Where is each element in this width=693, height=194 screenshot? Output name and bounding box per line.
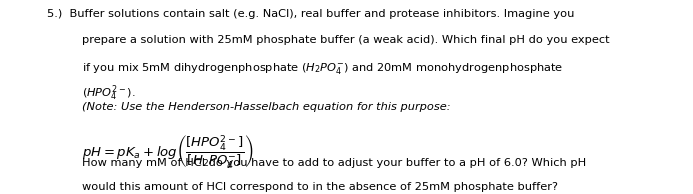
Text: $pH = pK_a + log\left(\dfrac{[HPO_4^{2-}]}{[H_2PO_4^{-}]}\right)$: $pH = pK_a + log\left(\dfrac{[HPO_4^{2-}… <box>82 134 254 171</box>
Text: How many mM of HCl do you have to add to adjust your buffer to a pH of 6.0? Whic: How many mM of HCl do you have to add to… <box>82 158 586 168</box>
Text: 5.)  Buffer solutions contain salt (e.g. NaCl), real buffer and protease inhibit: 5.) Buffer solutions contain salt (e.g. … <box>47 9 574 19</box>
Text: would this amount of HCl correspond to in the absence of 25mM phosphate buffer?: would this amount of HCl correspond to i… <box>82 182 558 192</box>
Text: (Note: Use the Henderson-Hasselbach equation for this purpose:: (Note: Use the Henderson-Hasselbach equa… <box>82 102 450 112</box>
Text: ($HPO_4^{2-}$).: ($HPO_4^{2-}$). <box>82 84 135 103</box>
Text: if you mix 5mM dihydrogenphosphate ($H_2PO_4^{-}$) and 20mM monohydrogenphosphat: if you mix 5mM dihydrogenphosphate ($H_2… <box>82 61 563 76</box>
Text: prepare a solution with 25mM phosphate buffer (a weak acid). Which final pH do y: prepare a solution with 25mM phosphate b… <box>82 35 609 45</box>
